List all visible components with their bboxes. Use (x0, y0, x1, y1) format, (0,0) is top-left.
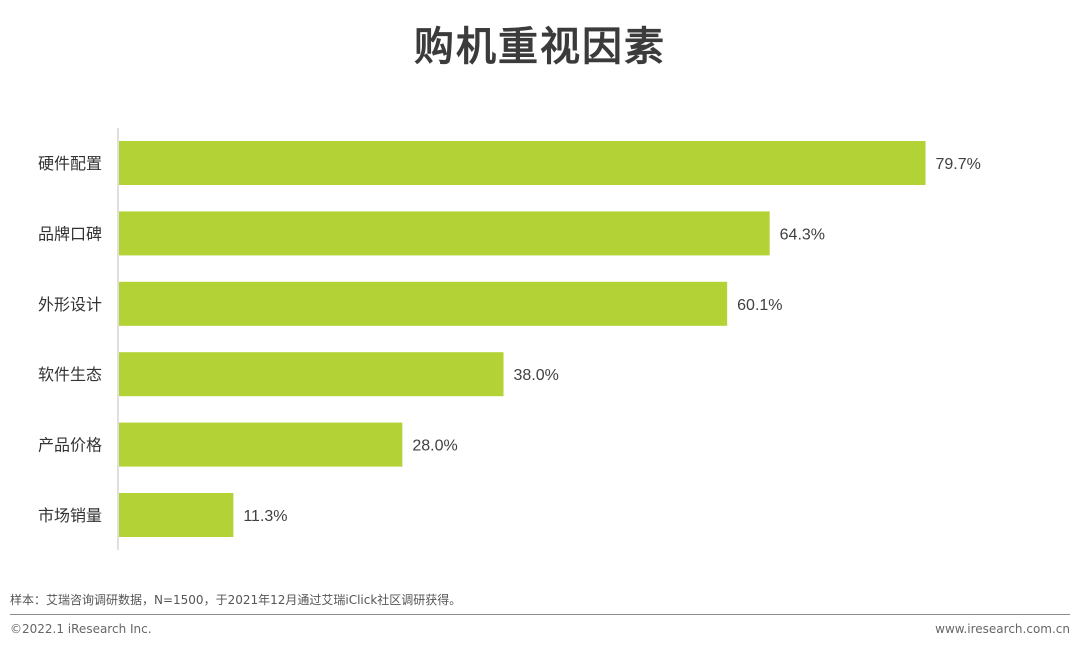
footer-divider (10, 614, 1070, 615)
value-label: 38.0% (514, 367, 559, 384)
category-label: 市场销量 (38, 506, 102, 525)
value-label: 11.3% (243, 508, 287, 525)
category-label: 外形设计 (38, 295, 102, 314)
category-label: 品牌口碑 (38, 224, 102, 243)
bar (119, 211, 770, 256)
chart-title: 购机重视因素 (414, 24, 666, 70)
value-label: 79.7% (936, 156, 981, 173)
sample-note: 样本：艾瑞咨询调研数据，N=1500，于2021年12月通过艾瑞iClick社区… (10, 593, 462, 607)
bar (119, 141, 926, 185)
category-label: 硬件配置 (38, 154, 102, 173)
value-label: 28.0% (412, 438, 457, 455)
category-label: 产品价格 (38, 436, 102, 455)
copyright-text: ©2022.1 iResearch Inc. (10, 622, 152, 636)
category-label: 软件生态 (38, 365, 102, 384)
website-link[interactable]: www.iresearch.com.cn (935, 622, 1070, 636)
bar (119, 281, 728, 326)
value-label: 64.3% (780, 226, 825, 243)
bar (119, 422, 403, 467)
value-label: 60.1% (737, 297, 782, 314)
bar (119, 493, 234, 537)
bar (119, 352, 504, 397)
